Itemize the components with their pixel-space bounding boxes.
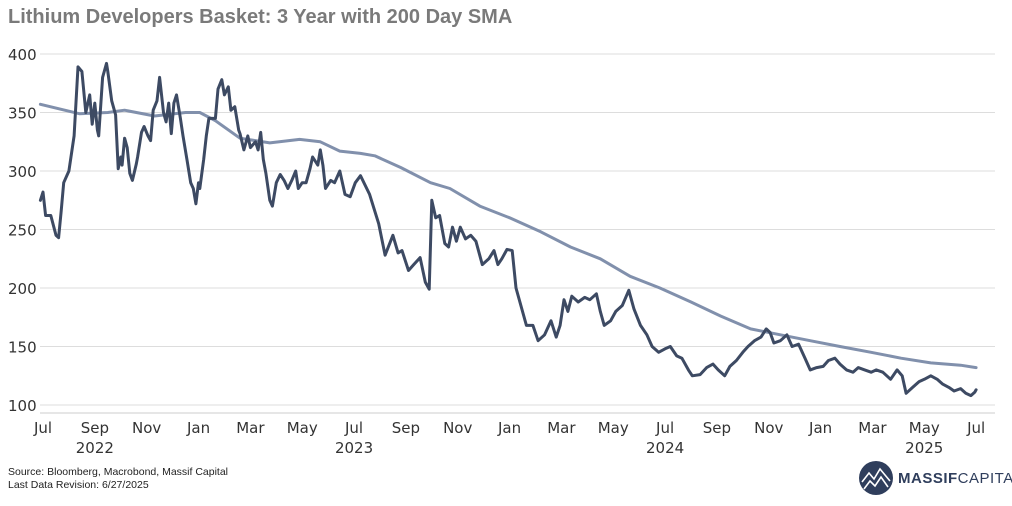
x-year-label: 2023 [335,439,373,457]
x-tick-label: Jan [186,419,210,437]
revision-note: Last Data Revision: 6/27/2025 [8,479,149,491]
x-tick-label: Jul [966,419,985,437]
x-tick-label: Jan [808,419,832,437]
massif-capital-logo: MASSIFCAPITAL [858,460,1012,496]
basket-line [38,61,978,398]
x-tick-label: Sep [81,419,109,437]
y-tick-label: 300 [8,163,37,181]
x-tick-label: Mar [858,419,887,437]
y-tick-label: 400 [8,46,37,64]
x-tick-label: Jul [655,419,674,437]
x-tick-label: May [909,419,940,437]
footer-notes: Source: Bloomberg, Macrobond, Massif Cap… [8,466,228,492]
x-tick-label: May [598,419,629,437]
x-year-label: 2024 [646,439,684,457]
sma-line [38,102,978,370]
x-tick-label: Mar [547,419,576,437]
x-year-label: 2022 [76,439,114,457]
x-tick-label: Nov [443,419,472,437]
y-tick-label: 350 [8,105,37,123]
x-tick-label: Sep [703,419,731,437]
x-tick-label: Jul [344,419,363,437]
source-note: Source: Bloomberg, Macrobond, Massif Cap… [8,466,229,478]
logo-text: MASSIFCAPITAL [898,470,1012,487]
x-tick-label: Mar [236,419,265,437]
y-tick-label: 100 [8,397,37,415]
chart-title: Lithium Developers Basket: 3 Year with 2… [8,6,513,28]
logo-text-bold: MASSIF [898,469,958,487]
y-tick-label: 200 [8,280,37,298]
y-tick-label: 150 [8,339,37,357]
x-tick-label: May [287,419,318,437]
x-year-label: 2025 [905,439,943,457]
x-tick-label: Nov [132,419,161,437]
x-tick-label: Sep [392,419,420,437]
logo-text-light: CAPITAL [957,469,1012,487]
mountain-logo-icon [859,461,893,495]
x-tick-label: Jul [33,419,52,437]
x-tick-label: Nov [754,419,783,437]
y-tick-label: 250 [8,222,37,240]
x-tick-label: Jan [497,419,521,437]
